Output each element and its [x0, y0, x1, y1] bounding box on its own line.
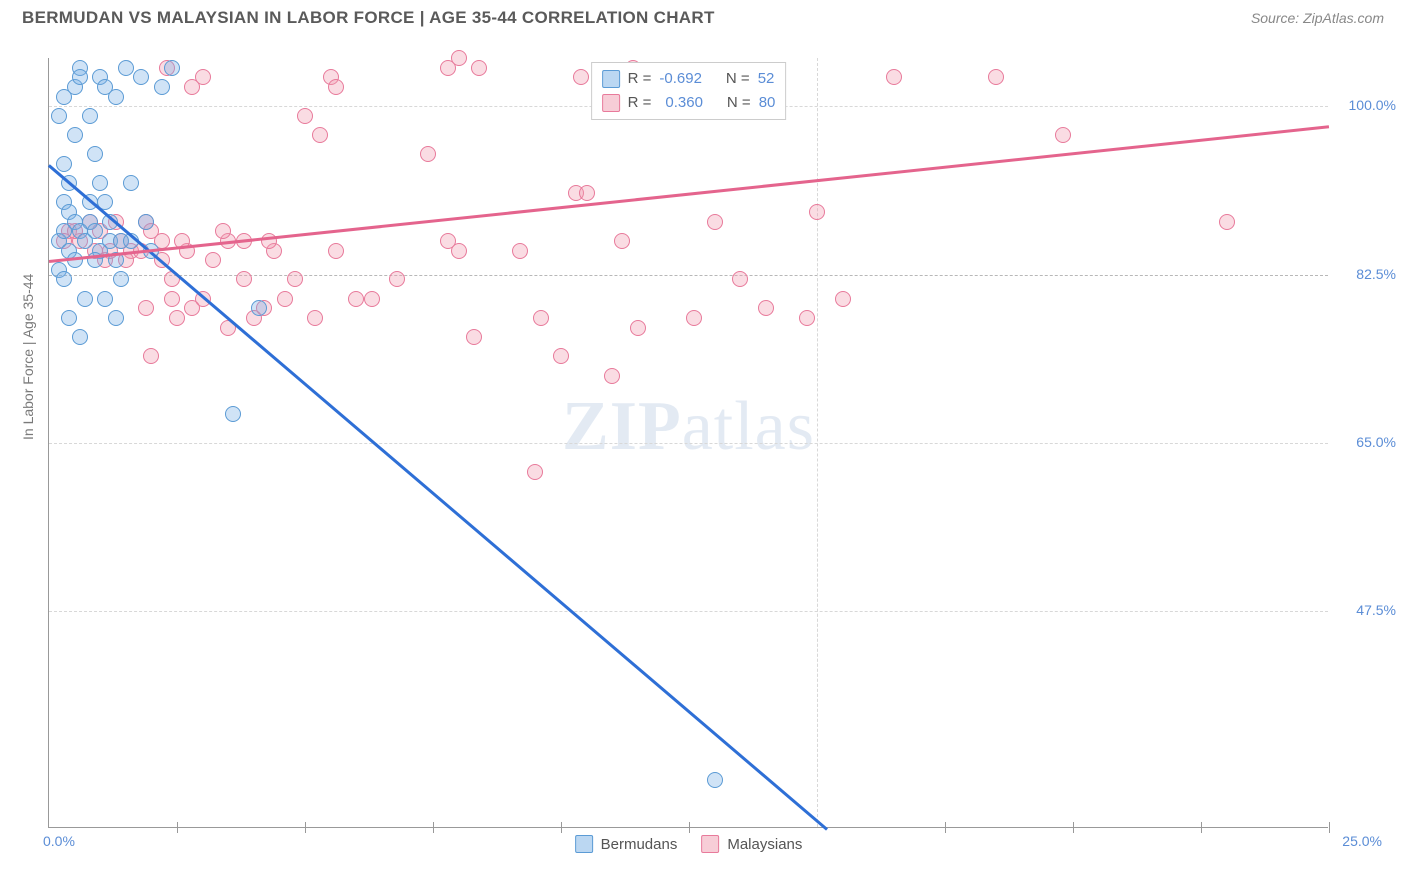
- data-point: [51, 108, 67, 124]
- data-point: [82, 108, 98, 124]
- legend-swatch-blue: [575, 835, 593, 853]
- legend-series: Bermudans Malaysians: [575, 835, 803, 853]
- gridline-h: [49, 443, 1328, 444]
- data-point: [184, 300, 200, 316]
- data-point: [451, 243, 467, 259]
- data-point: [328, 79, 344, 95]
- data-point: [72, 329, 88, 345]
- data-point: [389, 271, 405, 287]
- data-point: [138, 300, 154, 316]
- data-point: [92, 175, 108, 191]
- data-point: [886, 69, 902, 85]
- data-point: [835, 291, 851, 307]
- data-point: [195, 69, 211, 85]
- chart-title: BERMUDAN VS MALAYSIAN IN LABOR FORCE | A…: [22, 8, 715, 28]
- data-point: [533, 310, 549, 326]
- legend-swatch-pink: [701, 835, 719, 853]
- data-point: [707, 214, 723, 230]
- data-point: [312, 127, 328, 143]
- y-tick-label: 65.0%: [1336, 434, 1396, 450]
- y-tick-label: 100.0%: [1336, 97, 1396, 113]
- data-point: [471, 60, 487, 76]
- data-point: [118, 60, 134, 76]
- data-point: [614, 233, 630, 249]
- chart-plot-area: ZIPatlas 100.0%82.5%65.0%47.5% R = -0.69…: [48, 58, 1328, 828]
- data-point: [67, 127, 83, 143]
- gridline-h: [49, 611, 1328, 612]
- data-point: [527, 464, 543, 480]
- data-point: [97, 291, 113, 307]
- data-point: [123, 175, 139, 191]
- data-point: [604, 368, 620, 384]
- data-point: [579, 185, 595, 201]
- data-point: [553, 348, 569, 364]
- legend-row-malaysians: R = 0.360 N = 80: [602, 91, 776, 115]
- data-point: [1219, 214, 1235, 230]
- data-point: [809, 204, 825, 220]
- data-point: [686, 310, 702, 326]
- legend-row-bermudans: R = -0.692 N = 52: [602, 67, 776, 91]
- data-point: [287, 271, 303, 287]
- trend-line-blue: [48, 164, 828, 830]
- data-point: [328, 243, 344, 259]
- data-point: [72, 69, 88, 85]
- data-point: [113, 271, 129, 287]
- data-point: [169, 310, 185, 326]
- watermark: ZIPatlas: [562, 387, 815, 467]
- y-tick-label: 82.5%: [1336, 266, 1396, 282]
- data-point: [420, 146, 436, 162]
- data-point: [87, 146, 103, 162]
- data-point: [108, 89, 124, 105]
- chart-header: BERMUDAN VS MALAYSIAN IN LABOR FORCE | A…: [0, 0, 1406, 40]
- trend-line-pink: [49, 125, 1329, 262]
- data-point: [297, 108, 313, 124]
- data-point: [77, 233, 93, 249]
- data-point: [77, 291, 93, 307]
- data-point: [133, 69, 149, 85]
- data-point: [630, 320, 646, 336]
- data-point: [225, 406, 241, 422]
- legend-item-malaysians: Malaysians: [701, 835, 802, 853]
- data-point: [154, 79, 170, 95]
- gridline-v: [817, 58, 818, 827]
- data-point: [251, 300, 267, 316]
- x-tick-left: 0.0%: [43, 833, 75, 849]
- legend-swatch-blue: [602, 70, 620, 88]
- data-point: [348, 291, 364, 307]
- data-point: [512, 243, 528, 259]
- data-point: [988, 69, 1004, 85]
- data-point: [56, 271, 72, 287]
- data-point: [108, 310, 124, 326]
- data-point: [1055, 127, 1071, 143]
- data-point: [61, 310, 77, 326]
- data-point: [215, 223, 231, 239]
- chart-source: Source: ZipAtlas.com: [1251, 10, 1384, 26]
- data-point: [573, 69, 589, 85]
- data-point: [164, 60, 180, 76]
- data-point: [143, 348, 159, 364]
- x-tick-right: 25.0%: [1342, 833, 1382, 849]
- data-point: [56, 89, 72, 105]
- data-point: [138, 214, 154, 230]
- y-axis-label: In Labor Force | Age 35-44: [20, 274, 36, 440]
- data-point: [56, 156, 72, 172]
- legend-correlation: R = -0.692 N = 52 R = 0.360 N = 80: [591, 62, 787, 120]
- data-point: [707, 772, 723, 788]
- legend-swatch-pink: [602, 94, 620, 112]
- data-point: [307, 310, 323, 326]
- data-point: [205, 252, 221, 268]
- legend-item-bermudans: Bermudans: [575, 835, 678, 853]
- data-point: [277, 291, 293, 307]
- data-point: [758, 300, 774, 316]
- data-point: [451, 50, 467, 66]
- data-point: [466, 329, 482, 345]
- data-point: [732, 271, 748, 287]
- data-point: [164, 291, 180, 307]
- data-point: [799, 310, 815, 326]
- data-point: [364, 291, 380, 307]
- y-tick-label: 47.5%: [1336, 602, 1396, 618]
- data-point: [236, 271, 252, 287]
